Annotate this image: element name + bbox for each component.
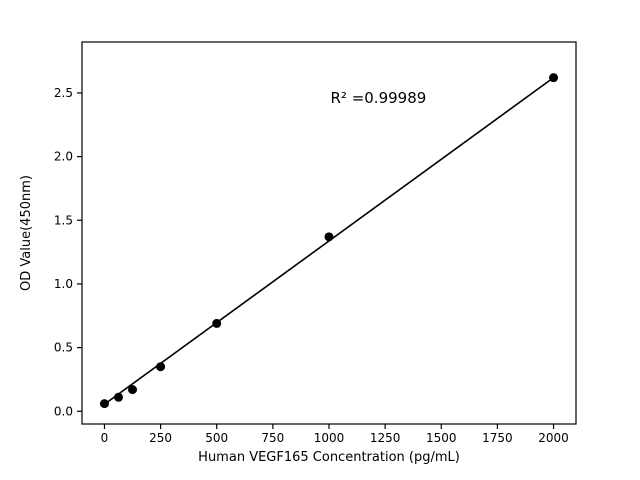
x-tick-label: 1750 — [482, 431, 513, 445]
y-tick-label: 2.0 — [54, 150, 73, 164]
data-point — [324, 232, 334, 242]
x-axis-label: Human VEGF165 Concentration (pg/mL) — [198, 450, 460, 465]
data-point — [212, 318, 222, 328]
y-tick-label: 1.5 — [54, 213, 73, 227]
x-tick-label: 1250 — [370, 431, 401, 445]
data-point — [113, 392, 123, 402]
data-point — [156, 362, 166, 372]
x-tick-label: 500 — [205, 431, 228, 445]
x-tick-label: 1500 — [426, 431, 457, 445]
y-axis-label: OD Value(450nm) — [19, 175, 34, 291]
data-point — [128, 385, 138, 395]
x-tick-label: 0 — [101, 431, 109, 445]
x-tick-label: 2000 — [538, 431, 569, 445]
x-tick-label: 250 — [149, 431, 172, 445]
data-point — [99, 399, 109, 409]
y-tick-label: 2.5 — [54, 86, 73, 100]
y-tick-label: 0.0 — [54, 404, 73, 418]
y-tick-label: 1.0 — [54, 277, 73, 291]
r-squared-annotation: R² =0.99989 — [330, 89, 426, 107]
y-tick-label: 0.5 — [54, 341, 73, 355]
data-point — [549, 73, 559, 83]
x-tick-label: 750 — [261, 431, 284, 445]
x-tick-label: 1000 — [314, 431, 345, 445]
